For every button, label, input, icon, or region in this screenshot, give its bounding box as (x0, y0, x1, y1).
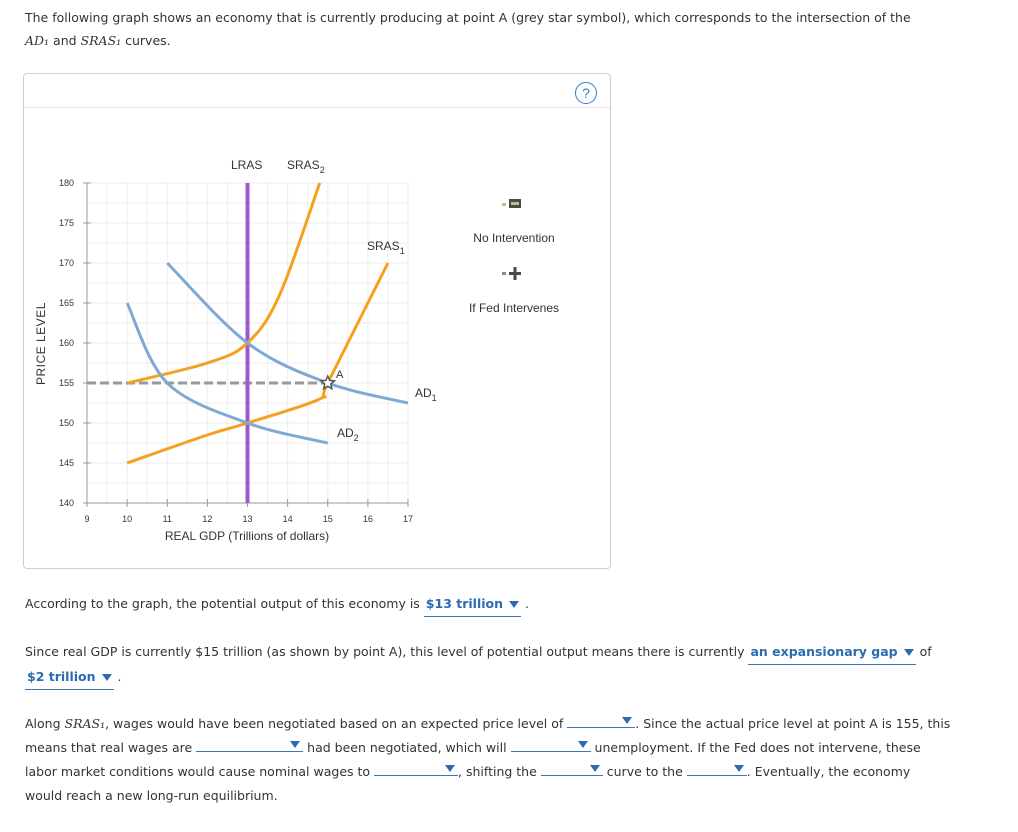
q3-t9: curve to the (606, 764, 683, 779)
sras2-label: SRAS2 (287, 158, 325, 175)
legend-fed-intervenes-label: If Fed Intervenes (469, 301, 559, 315)
help-icon[interactable]: ? (575, 82, 597, 104)
legend-no-intervention-label: No Intervention (473, 231, 554, 245)
question-2: Since real GDP is currently $15 trillion… (25, 640, 985, 690)
chevron-down-icon (577, 741, 588, 748)
chevron-down-icon (509, 601, 520, 608)
sras1-symbol-q3: SRAS₁ (64, 716, 106, 731)
point-a-star-icon[interactable] (319, 374, 337, 391)
potential-output-value: $13 trillion (425, 596, 504, 611)
y-tick-label: 160 (59, 338, 74, 348)
x-tick-label: 16 (363, 514, 373, 524)
q2-of: of (919, 644, 932, 659)
chevron-down-icon (101, 674, 112, 681)
q3-t3: . Since the actual price level at point … (635, 716, 951, 731)
q3-t2: , wages would have been negotiated based… (105, 716, 564, 731)
y-tick-label: 180 (59, 178, 74, 188)
question-1: According to the graph, the potential ou… (25, 592, 925, 617)
intro-and: and (53, 33, 77, 48)
sras1-curve (126, 262, 390, 465)
q3-t5: had been negotiated, which will (307, 740, 507, 755)
unemployment-effect-dropdown[interactable] (510, 737, 591, 752)
graph-axes: 140 145 150 155 160 165 170 175 180 9 10 11 12 13 14 15… (59, 178, 413, 524)
potential-output-dropdown[interactable]: $13 trillion (423, 592, 522, 617)
y-tick-label: 155 (59, 378, 74, 388)
x-tick-label: 9 (84, 514, 89, 524)
x-tick-label: 15 (323, 514, 333, 524)
point-a-label: A (336, 369, 344, 381)
gap-type-value: an expansionary gap (750, 644, 898, 659)
legend-no-intervention-icon[interactable] (502, 199, 521, 208)
ad2-label: AD2 (337, 426, 359, 443)
q3-t11: would reach a new long-run equilibrium. (25, 788, 278, 803)
x-tick-label: 12 (202, 514, 212, 524)
question-intro: The following graph shows an economy tha… (25, 6, 1005, 52)
y-tick-label: 150 (59, 418, 74, 428)
ad1-label: AD1 (415, 386, 437, 403)
y-tick-label: 170 (59, 258, 74, 268)
q3-t8: , shifting the (458, 764, 537, 779)
direction-dropdown[interactable] (686, 761, 747, 776)
sras1-label: SRAS1 (367, 239, 405, 256)
gap-type-dropdown[interactable]: an expansionary gap (748, 640, 916, 665)
x-tick-label: 10 (122, 514, 132, 524)
y-tick-label: 145 (59, 458, 74, 468)
q3-t4: means that real wages are (25, 740, 193, 755)
x-tick-label: 17 (403, 514, 413, 524)
graph-panel: ? (23, 73, 611, 569)
graph-toolbar: ? (24, 74, 610, 108)
chevron-down-icon (445, 765, 456, 772)
legend-fed-intervenes-icon[interactable] (502, 267, 521, 280)
y-axis-title: PRICE LEVEL (34, 302, 48, 385)
gap-size-dropdown[interactable]: $2 trillion (25, 665, 114, 690)
y-tick-label: 165 (59, 298, 74, 308)
y-tick-label: 175 (59, 218, 74, 228)
q3-t1: Along (25, 716, 61, 731)
x-tick-label: 11 (163, 514, 172, 524)
gap-size-value: $2 trillion (27, 669, 96, 684)
chevron-down-icon (622, 717, 633, 724)
ad1-symbol: AD₁ (25, 33, 50, 48)
curve-dropdown[interactable] (540, 761, 603, 776)
q3-t10: . Eventually, the economy (746, 764, 911, 779)
y-tick-label: 140 (59, 498, 74, 508)
chevron-down-icon (733, 765, 744, 772)
sras1-symbol: SRAS₁ (80, 33, 122, 48)
question-3: Along SRAS₁, wages would have been negot… (25, 712, 985, 808)
q3-t6: unemployment. If the Fed does not interv… (594, 740, 921, 755)
chevron-down-icon (589, 765, 600, 772)
q2-text: Since real GDP is currently $15 trillion… (25, 644, 745, 659)
x-tick-label: 14 (283, 514, 293, 524)
intro-curves: curves. (125, 33, 171, 48)
chevron-down-icon (290, 741, 301, 748)
x-axis-title: REAL GDP (Trillions of dollars) (165, 529, 329, 543)
x-tick-label: 13 (242, 514, 252, 524)
q1-end: . (525, 596, 529, 611)
q3-t7: labor market conditions would cause nomi… (25, 764, 371, 779)
ad2-curve (125, 302, 329, 445)
q1-text: According to the graph, the potential ou… (25, 596, 420, 611)
legend: No Intervention If Fed Intervenes (469, 199, 559, 315)
real-wages-dropdown[interactable] (196, 737, 304, 752)
nominal-wages-dropdown[interactable] (374, 761, 459, 776)
expected-price-dropdown[interactable] (567, 713, 636, 728)
lras-label: LRAS (231, 158, 262, 172)
chevron-down-icon (903, 649, 914, 656)
graph-curves (87, 182, 409, 503)
ad1-curve (166, 261, 409, 405)
intro-text: The following graph shows an economy tha… (25, 10, 911, 25)
q2-end: . (117, 669, 122, 684)
